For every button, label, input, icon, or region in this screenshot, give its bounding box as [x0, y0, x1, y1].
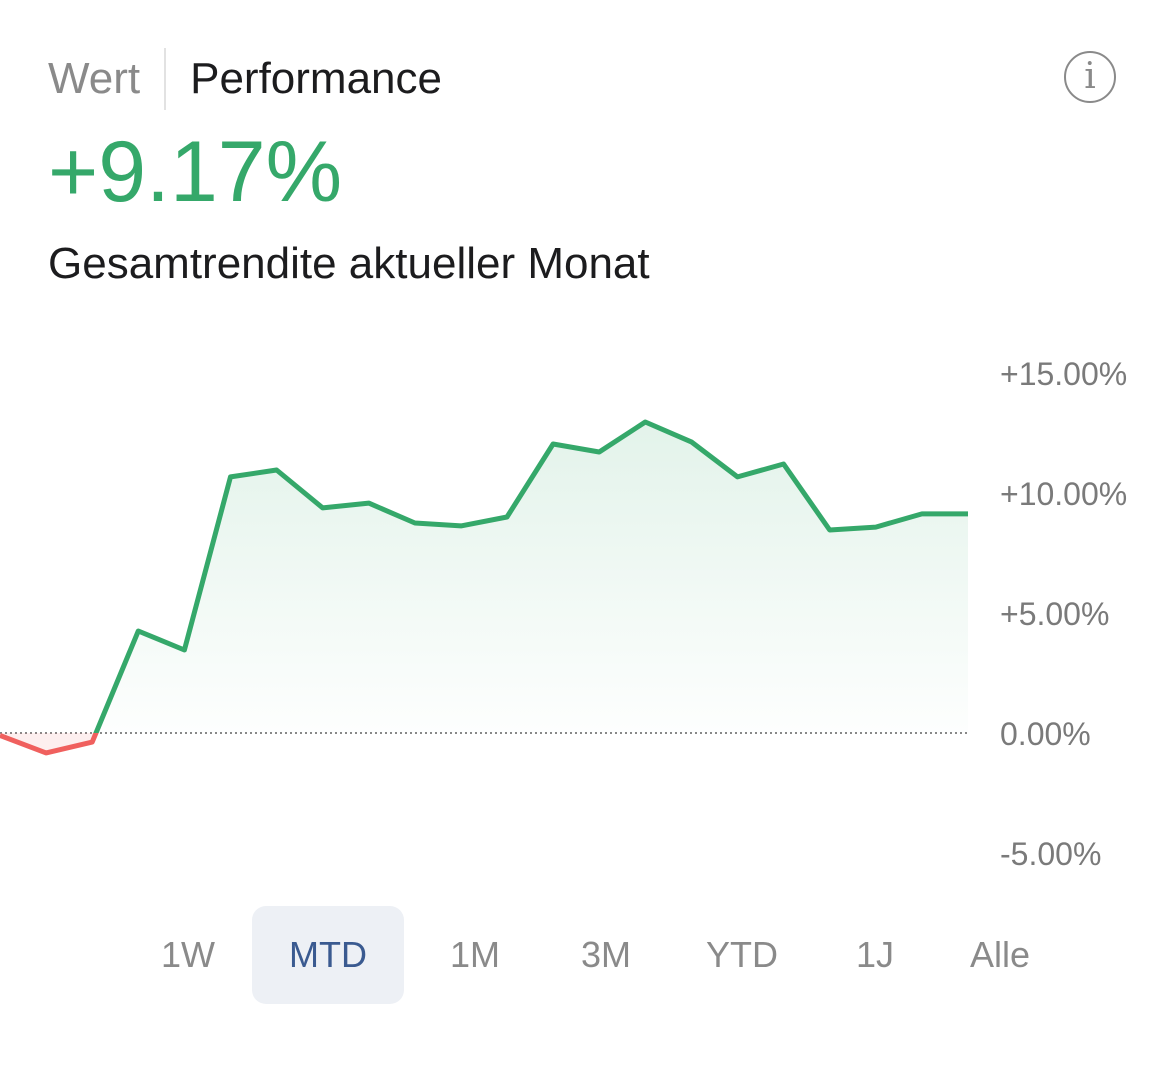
- range-button-1w[interactable]: 1W: [161, 934, 215, 975]
- y-tick-label: +5.00%: [1000, 596, 1109, 632]
- performance-subtitle: Gesamtrendite aktueller Monat: [48, 239, 650, 288]
- info-icon[interactable]: i: [1064, 51, 1116, 103]
- tab-wert[interactable]: Wert: [48, 54, 141, 103]
- tab-divider: [164, 48, 167, 110]
- range-button-1j[interactable]: 1J: [855, 934, 895, 975]
- range-button-mtd[interactable]: MTD: [252, 906, 404, 1004]
- view-tabs: Wert Performance: [48, 48, 442, 110]
- range-button-1m[interactable]: 1M: [449, 934, 500, 975]
- y-tick-label: 0.00%: [1000, 716, 1091, 752]
- y-tick-label: +10.00%: [1000, 476, 1127, 512]
- series-line-positive: [93, 419, 968, 733]
- range-selector: 1W MTD 1M 3M YTD 1J Alle: [130, 906, 1062, 1004]
- performance-value: +9.17%: [48, 124, 343, 220]
- y-tick-label: +15.00%: [1000, 356, 1127, 392]
- area-fill-positive: [0, 422, 968, 733]
- y-tick-label: -5.00%: [1000, 836, 1101, 872]
- performance-chart: +15.00% +10.00% +5.00% 0.00% -5.00%: [0, 356, 1127, 872]
- range-button-ytd[interactable]: YTD: [706, 934, 778, 975]
- range-button-alle[interactable]: Alle: [969, 934, 1031, 975]
- range-button-3m[interactable]: 3M: [580, 934, 631, 975]
- tab-performance[interactable]: Performance: [190, 54, 442, 103]
